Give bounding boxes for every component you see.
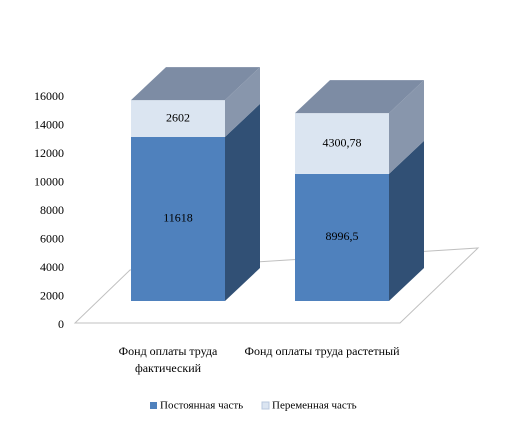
y-tick-label: 2000: [40, 288, 64, 302]
x-tick-line: Фонд оплаты труда: [119, 344, 218, 358]
bar-segment: [131, 100, 225, 137]
bar-side: [389, 80, 424, 174]
bar-segment: [295, 113, 389, 174]
bar-segment: [295, 173, 389, 301]
y-tick-label: 14000: [34, 117, 64, 131]
y-tick-label: 4000: [40, 260, 64, 274]
x-tick-label: Фонд оплаты труда фактический: [119, 344, 218, 375]
y-tick-label: 6000: [40, 231, 64, 245]
legend-swatch: [261, 401, 270, 410]
y-tick-label: 12000: [34, 146, 64, 160]
bar-top: [295, 80, 424, 114]
y-tick-label: 16000: [34, 89, 64, 103]
y-tick-label: 0: [58, 317, 64, 331]
value-label: 11618: [163, 211, 193, 225]
value-label: 4300,78: [323, 135, 362, 149]
x-tick-line: фактический: [135, 361, 202, 375]
bar-side: [225, 103, 260, 301]
y-tick-label: 10000: [34, 174, 64, 188]
legend-swatch: [150, 402, 157, 409]
x-tick-label: Фонд оплаты труда растетный: [244, 344, 400, 358]
y-tick-label: 8000: [40, 203, 64, 217]
legend-label: Постоянная часть: [160, 400, 243, 412]
floor: [73, 247, 480, 324]
bar-top: [131, 67, 260, 101]
value-label: 8996,5: [326, 229, 359, 243]
legend-label: Переменная часть: [272, 400, 357, 412]
bar-segment: [131, 136, 225, 301]
value-label: 2602: [166, 110, 190, 124]
bar-side: [389, 140, 424, 301]
bar-side: [225, 67, 260, 137]
